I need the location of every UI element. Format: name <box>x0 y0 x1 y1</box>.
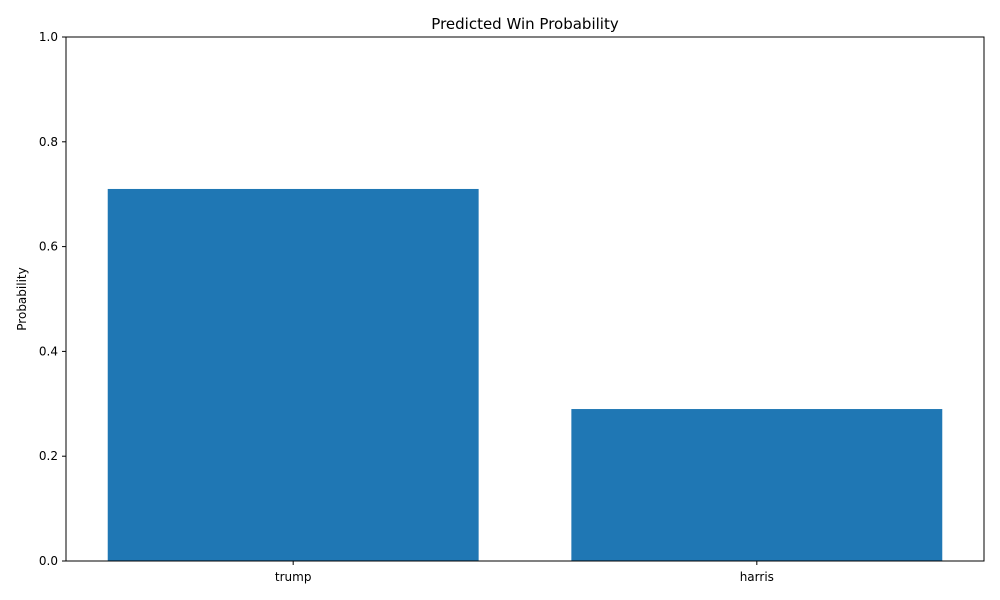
plot-frame <box>65 36 985 562</box>
y-tick-label: 0.6 <box>39 240 58 254</box>
x-axis-ticks: trump harris <box>275 561 774 584</box>
y-axis-ticks: 0.0 0.2 0.4 0.6 0.8 1.0 <box>39 30 66 568</box>
bar-harris <box>571 409 943 561</box>
chart-title: Predicted Win Probability <box>431 15 619 33</box>
y-axis-label: Probability <box>15 267 29 330</box>
bar-trump <box>107 188 479 561</box>
bar-group <box>107 188 943 561</box>
y-tick-label: 0.0 <box>39 554 58 568</box>
x-tick-label-trump: trump <box>275 570 312 584</box>
y-tick-label: 0.4 <box>39 344 58 358</box>
x-tick-label-harris: harris <box>740 570 774 584</box>
y-tick-label: 1.0 <box>39 30 58 44</box>
y-tick-label: 0.8 <box>39 135 58 149</box>
y-tick-label: 0.2 <box>39 449 58 463</box>
